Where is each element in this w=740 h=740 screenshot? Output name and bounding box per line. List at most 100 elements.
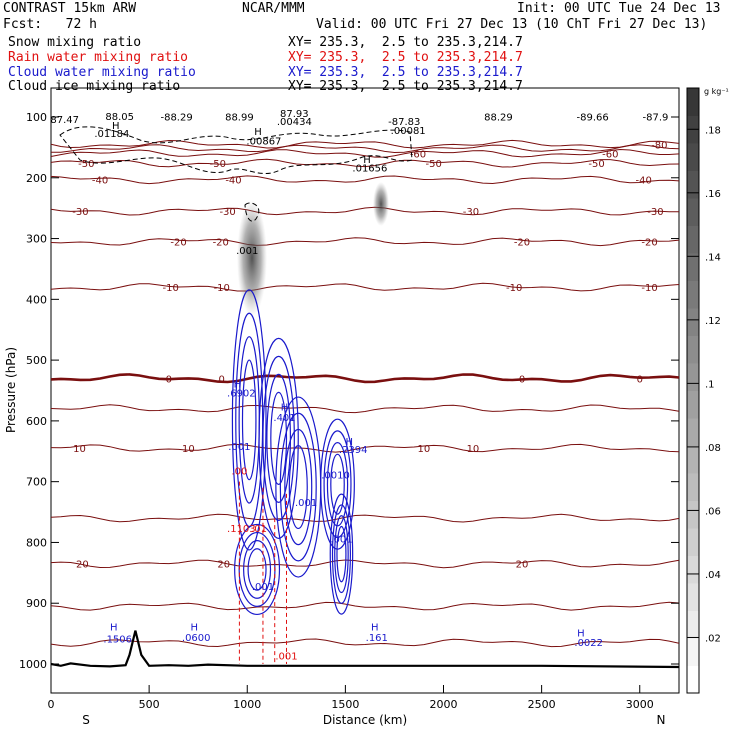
colorbar-segment <box>687 88 699 116</box>
colorbar-segment <box>687 198 699 226</box>
colorbar-frame <box>686 87 700 694</box>
colorbar-tick-label: .14 <box>705 252 721 263</box>
y-tick-label: 400 <box>26 293 47 306</box>
colorbar-tick-label: .1 <box>705 379 715 390</box>
colorbar-segment <box>687 308 699 336</box>
y-tick-label: 200 <box>26 172 47 185</box>
value-annotation: .401 <box>273 413 295 424</box>
colorbar-segment <box>687 500 699 529</box>
value-annotation: .00 <box>231 466 247 477</box>
colorbar-segment <box>687 143 699 171</box>
value-annotation: .001 <box>275 652 297 663</box>
y-tick-label: 900 <box>26 597 47 610</box>
y-tick-label: 300 <box>26 233 47 246</box>
isotherm-label: -50 <box>426 159 442 170</box>
colorbar: .02 .04 .06 .08 .1 .12 .14 .16 .18 <box>686 87 721 694</box>
isotherm-line <box>50 206 680 216</box>
isotherm-line <box>50 282 680 292</box>
field-label-rain: Rain water mixing ratio <box>8 50 189 65</box>
isotherm-label: -50 <box>588 159 604 170</box>
colorbar-segment <box>687 225 699 254</box>
isotherm-label: -40 <box>225 176 241 187</box>
colorbar-segment <box>687 445 699 474</box>
isotherm-label: 20 <box>516 560 529 571</box>
isotherm-label-layer: -80-60 -60-50 -50 -50 -50-40 -40 -40-30 -30 -30-… <box>72 140 667 570</box>
value-annotation: H <box>363 155 371 166</box>
value-annotation: -87.83 <box>388 117 420 128</box>
isotherm-label: -50 <box>78 159 94 170</box>
isotherm-label: -10 <box>641 283 657 294</box>
cloud-water-contour <box>330 453 345 515</box>
x-tick-label: 1500 <box>331 698 359 711</box>
value-annotation: -88.29 <box>160 113 192 124</box>
colorbar-segment <box>687 638 699 666</box>
cloud-ice-contour-layer <box>59 126 413 222</box>
value-annotation: H <box>577 629 585 640</box>
isotherm-label: 20 <box>217 560 230 571</box>
colorbar-tick-label: .16 <box>705 189 721 200</box>
colorbar-segment <box>687 170 699 199</box>
y-tick-label: 800 <box>26 536 47 549</box>
value-annotation: .00867 <box>246 136 281 147</box>
isotherm-line <box>50 373 680 384</box>
cloud-water-contour <box>238 531 276 607</box>
isotherm-label: 10 <box>182 444 195 455</box>
isotherm-label: -30 <box>72 207 88 218</box>
value-annotation: 87.93 <box>280 109 309 120</box>
colorbar-segment <box>687 363 699 391</box>
cloud-water-contour <box>336 525 347 583</box>
isotherm-line <box>50 443 680 453</box>
x-tick-label: 2500 <box>528 698 556 711</box>
colorbar-unit: g kg⁻¹ <box>704 87 729 96</box>
y-tick-label: 1000 <box>19 658 47 671</box>
value-annotation: .001 <box>330 534 352 545</box>
value-annotation: 87.47 <box>50 115 79 126</box>
colorbar-segment <box>687 610 699 639</box>
isotherm-label: 20 <box>76 560 89 571</box>
isotherm-label: 0 <box>166 374 172 385</box>
value-annotation: .6902 <box>227 389 256 400</box>
isotherm-line <box>50 237 680 247</box>
isotherm-line <box>50 601 680 611</box>
value-annotation: 88.99 <box>225 113 254 124</box>
isotherm-line <box>50 559 680 569</box>
cloud-water-contour <box>231 289 267 551</box>
value-annotation: .0022 <box>574 638 603 649</box>
cloud-water-contour <box>262 355 295 521</box>
isotherm-line <box>50 175 680 185</box>
value-annotation: .001 <box>295 498 317 509</box>
colorbar-segment <box>687 473 699 501</box>
colorbar-segment <box>687 418 699 446</box>
cloud-water-contour <box>329 493 354 615</box>
x-tick-label: 2000 <box>430 698 458 711</box>
value-annotation: 88.29 <box>484 113 513 124</box>
isotherm-label: 0 <box>219 374 225 385</box>
y-tick-label: 500 <box>26 354 47 367</box>
isotherm-label: -30 <box>647 207 663 218</box>
value-annotation: H <box>281 403 289 414</box>
isotherm-label: 10 <box>418 444 431 455</box>
isotherm-label: 0 <box>637 374 643 385</box>
isotherm-line <box>51 144 680 154</box>
value-annotation: H <box>190 623 198 634</box>
isotherm-label: -40 <box>92 176 108 187</box>
terrain-line <box>50 630 680 669</box>
isotherm-label: 0 <box>519 374 525 385</box>
cloud-water-contour <box>234 523 281 616</box>
x-tick-label: 500 <box>139 698 160 711</box>
isotherm-label: -40 <box>636 176 652 187</box>
value-annotation: H <box>346 437 354 448</box>
colorbar-segment <box>687 528 699 556</box>
isotherm-label: -20 <box>213 238 229 249</box>
value-annotation: .001 <box>228 442 250 453</box>
snow-blob-secondary <box>373 182 389 226</box>
valid-time: Valid: 00 UTC Fri 27 Dec 13 (10 ChT Fri … <box>316 17 708 32</box>
cloud-water-contour <box>284 428 313 546</box>
value-annotation: .0600 <box>182 633 211 644</box>
isotherm-label: -60 <box>410 149 426 160</box>
cloud-water-contour <box>241 359 257 481</box>
colorbar-segment <box>687 665 699 694</box>
isotherm-label: -30 <box>219 207 235 218</box>
y-axis-title: Pressure (hPa) <box>4 347 18 433</box>
